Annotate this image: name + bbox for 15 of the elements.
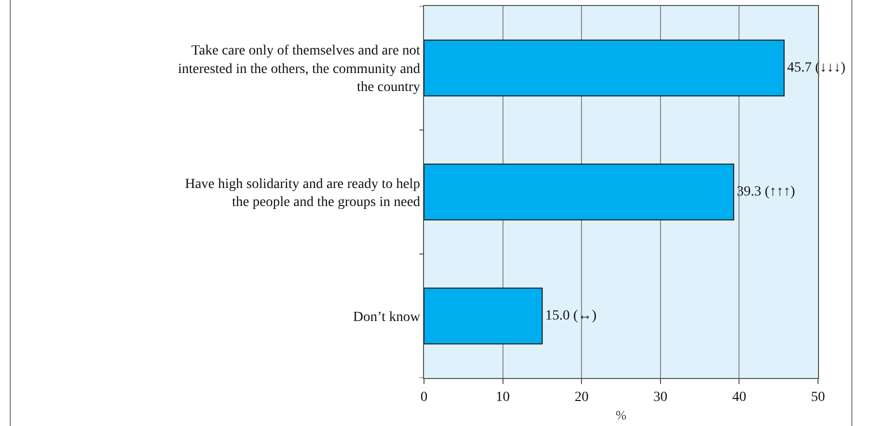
y-tick-label: Have high solidarity and are ready to help the people and the groups in need (184, 176, 420, 210)
y-tick-label: Don’t know (353, 310, 422, 325)
x-tick-label: 50 (811, 390, 825, 405)
data-label: 15.0 (↔) (545, 308, 597, 324)
y-tick-label: Take care only of themselves and are not interested in the others, the community and the country (178, 44, 420, 96)
x-axis-title: % (616, 407, 627, 422)
data-label: 39.3 (↑↑↑) (736, 184, 796, 200)
bar (424, 164, 734, 220)
bar (424, 288, 543, 344)
x-tick-label: 0 (420, 390, 428, 405)
x-tick-label: 20 (574, 390, 589, 405)
x-tick-label: 10 (496, 390, 510, 405)
x-tick-label: 40 (732, 390, 746, 405)
bar (424, 40, 785, 96)
x-tick-label: 30 (653, 390, 668, 405)
